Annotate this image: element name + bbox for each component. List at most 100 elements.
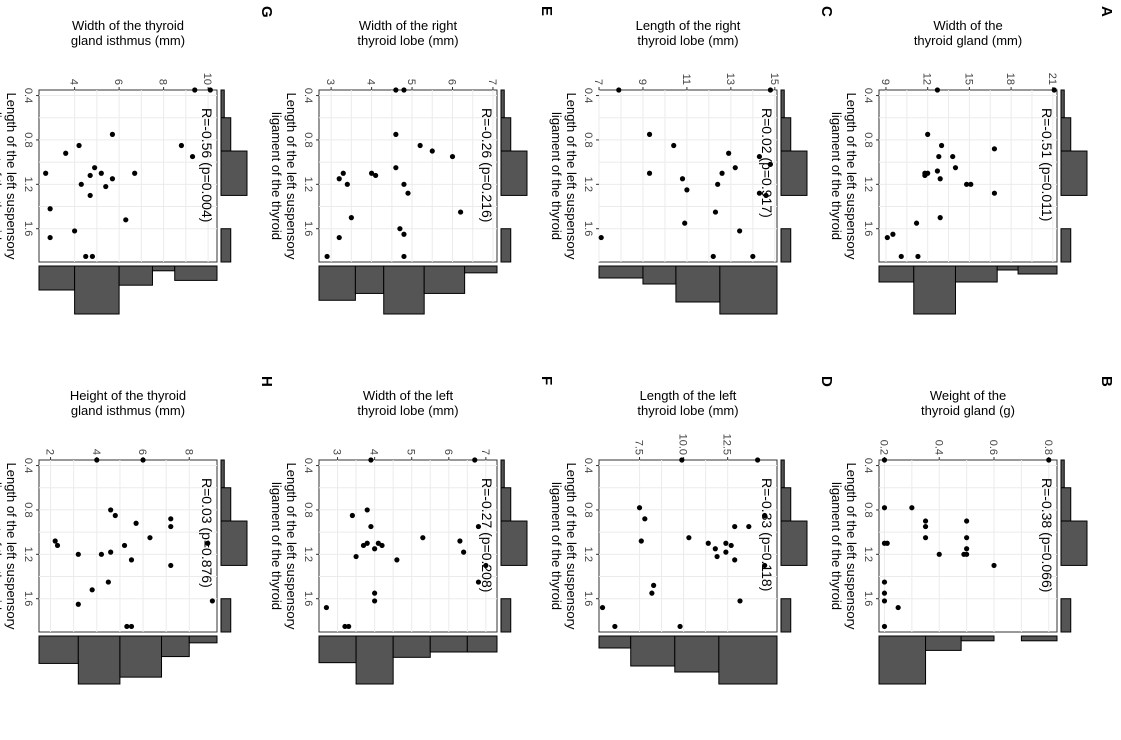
data-point (483, 562, 489, 569)
x-tick-label: 1.2 (862, 177, 874, 192)
data-point (394, 557, 400, 563)
data-point (636, 505, 643, 511)
correlation-annotation: R=-0.26 (p=0.216) (479, 108, 495, 223)
data-point (937, 215, 943, 221)
y-tick-label: 10.0 (677, 434, 689, 455)
x-marginal-bar (220, 89, 225, 119)
data-point (98, 170, 104, 176)
y-marginal-bar (925, 635, 962, 651)
data-point (682, 220, 688, 226)
y-marginal-bar (1020, 635, 1058, 642)
y-marginal-bar (466, 635, 498, 653)
data-point (737, 228, 743, 234)
correlation-annotation: R=0.03 (p=0.876) (199, 478, 215, 588)
data-point (336, 176, 342, 182)
y-tick-label: 11 (680, 74, 692, 85)
data-point (646, 131, 653, 137)
data-point (991, 562, 997, 569)
data-point (43, 170, 49, 176)
data-point (401, 87, 407, 93)
data-point (123, 217, 129, 223)
y-tick-label: 0.8 (1042, 440, 1054, 455)
x-tick-label: 0.8 (582, 132, 594, 147)
data-point (472, 457, 478, 463)
y-marginal-bar (392, 635, 431, 658)
data-point (991, 146, 998, 152)
x-marginal-bar (220, 117, 232, 152)
data-point (599, 604, 606, 611)
data-point (679, 176, 686, 182)
data-point (732, 165, 738, 171)
data-point (108, 507, 114, 513)
data-point (651, 582, 657, 588)
y-tick-label: 7 (479, 449, 491, 455)
data-point (925, 131, 931, 137)
y-marginal-bar (878, 635, 927, 685)
x-tick-label: 0.4 (302, 458, 314, 473)
y-marginal-bar (118, 265, 153, 286)
data-point (128, 623, 135, 630)
data-point (205, 540, 211, 546)
x-tick-label: 0.8 (302, 502, 314, 517)
chart-svg: 0.4 0.8 1.2 1.6 7.5 10.0 12.5 (582, 434, 808, 685)
y-tick-label: 6 (446, 79, 458, 85)
data-point (346, 623, 352, 630)
x-marginal-bar (220, 228, 232, 263)
plot-area (598, 459, 778, 633)
data-point (881, 598, 888, 604)
data-point (178, 142, 184, 149)
data-point (475, 579, 482, 585)
x-marginal-bar (500, 520, 528, 566)
data-point (642, 516, 648, 522)
panel-e: E Width of the right thyroid lobe (mm) Leng… (269, 0, 561, 370)
data-point (147, 535, 153, 541)
x-tick-label: 1.6 (862, 221, 874, 236)
data-point (767, 87, 774, 93)
data-point (714, 553, 720, 560)
x-tick-label: 1.6 (582, 591, 594, 606)
y-tick-label: 0.2 (877, 440, 889, 455)
data-point (732, 557, 738, 563)
x-marginal-bar (220, 459, 225, 489)
data-point (128, 557, 135, 563)
x-tick-label: 0.8 (22, 132, 34, 147)
data-point (612, 623, 618, 630)
y-tick-label: 8 (157, 79, 169, 85)
data-point (54, 542, 61, 549)
data-point (938, 142, 945, 149)
data-point (934, 87, 941, 93)
data-point (397, 226, 403, 232)
data-point (712, 209, 719, 215)
data-point (461, 549, 467, 555)
data-point (109, 176, 116, 182)
data-point (950, 153, 956, 160)
data-point (344, 181, 350, 187)
data-point (715, 181, 721, 187)
data-point (881, 590, 888, 596)
x-tick-label: 1.2 (582, 547, 594, 562)
data-point (348, 215, 354, 221)
data-point (340, 170, 346, 176)
y-marginal-bar (318, 265, 356, 301)
y-marginal-bar (630, 635, 676, 667)
data-point (103, 183, 109, 190)
panel-c: C Length of the right thyroid lobe (mm) Len… (549, 0, 841, 370)
data-point (372, 590, 378, 596)
data-point (913, 220, 920, 226)
data-point (132, 170, 138, 176)
plot-area (318, 89, 498, 263)
data-point (756, 190, 763, 196)
plot-area (598, 89, 778, 263)
y-tick-label: 12.5 (721, 434, 733, 455)
y-tick-label: 15 (768, 73, 780, 85)
y-tick-label: 7 (486, 79, 498, 85)
data-point (373, 172, 379, 179)
data-point (72, 228, 78, 234)
panel-g: G Width of the thyroid gland isthmus (mm) L… (0, 0, 281, 370)
correlation-annotation: R=-0.27 (p=0.208) (479, 478, 495, 593)
x-tick-label: 1.6 (582, 221, 594, 236)
x-marginal-bar (780, 89, 785, 119)
x-marginal-bar (500, 117, 512, 152)
y-marginal-bar (913, 265, 956, 315)
data-point (368, 457, 374, 463)
